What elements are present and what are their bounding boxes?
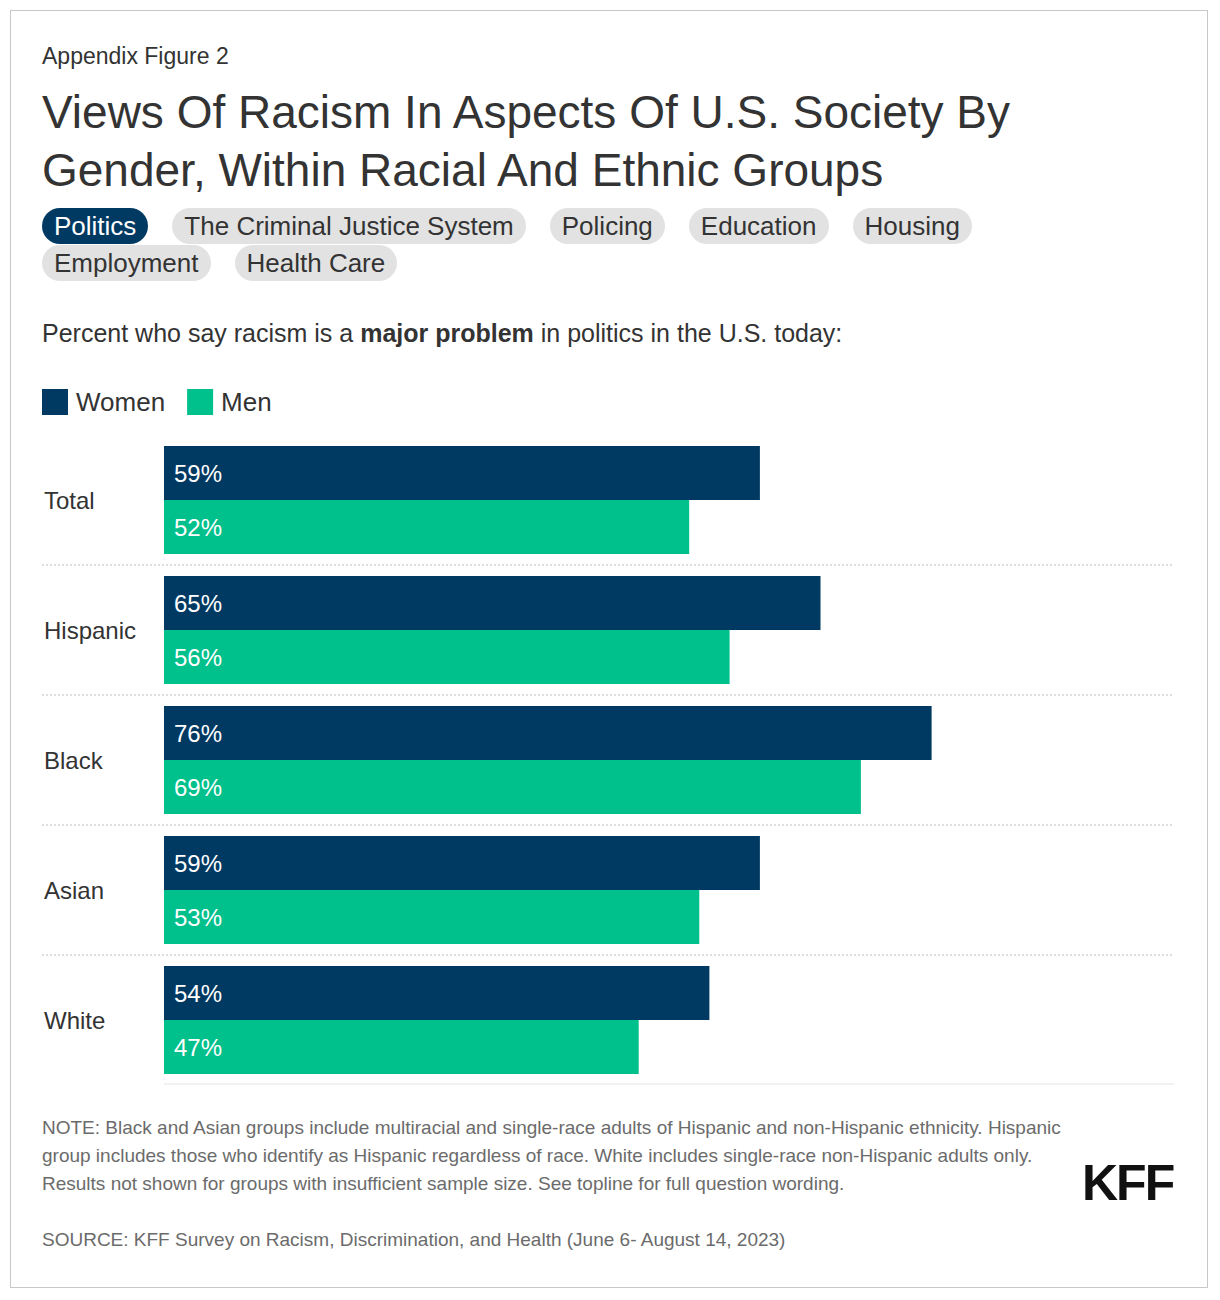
subtitle-part: Percent who say racism is a xyxy=(42,319,360,347)
bar xyxy=(164,630,730,684)
legend-label: Men xyxy=(221,387,272,417)
tab[interactable]: The Criminal Justice System xyxy=(172,208,525,244)
tab-bar: Politics The Criminal Justice System Polic… xyxy=(42,208,1042,281)
bar xyxy=(164,1020,639,1074)
tab[interactable]: Politics xyxy=(42,208,148,244)
bar xyxy=(164,706,932,760)
bar xyxy=(164,446,760,500)
subtitle: Percent who say racism is a major proble… xyxy=(42,319,842,348)
legend-swatch xyxy=(187,389,213,415)
group-separator xyxy=(42,695,1174,696)
bar xyxy=(164,966,709,1020)
group-separator xyxy=(42,825,1174,826)
legend: Women Men xyxy=(42,387,272,417)
data-label: 56% xyxy=(174,644,222,671)
legend-label: Women xyxy=(76,387,165,417)
category-label: Total xyxy=(44,487,95,514)
bar xyxy=(164,576,821,630)
data-label: 69% xyxy=(174,774,222,801)
tab[interactable]: Education xyxy=(689,208,829,244)
subtitle-part: major problem xyxy=(360,319,534,347)
category-label: Asian xyxy=(44,877,104,904)
logo: KFF xyxy=(1082,1154,1173,1212)
category-label: Hispanic xyxy=(44,617,136,644)
data-label: 52% xyxy=(174,514,222,541)
data-label: 65% xyxy=(174,590,222,617)
group-separator xyxy=(42,565,1174,566)
bar xyxy=(164,836,760,890)
figure-label: Appendix Figure 2 xyxy=(42,43,229,70)
data-label: 53% xyxy=(174,904,222,931)
title: Views Of Racism In Aspects Of U.S. Socie… xyxy=(42,83,1102,199)
data-labels: 59% 65% 76% 59% 54% 52% 56% 69% 53% 47% xyxy=(174,460,222,1061)
category-label: White xyxy=(44,1007,105,1034)
group-separator xyxy=(42,955,1174,956)
category-label: Black xyxy=(44,747,104,774)
data-label: 54% xyxy=(174,980,222,1007)
subtitle-part: in politics in the U.S. today: xyxy=(534,319,842,347)
data-label: 59% xyxy=(174,850,222,877)
data-label: 47% xyxy=(174,1034,222,1061)
legend-swatch xyxy=(42,389,68,415)
note: NOTE: Black and Asian groups include mul… xyxy=(42,1114,1082,1198)
legend-item: Women xyxy=(42,387,165,417)
data-label: 76% xyxy=(174,720,222,747)
bar xyxy=(164,500,689,554)
tab[interactable]: Housing xyxy=(853,208,972,244)
tab[interactable]: Health Care xyxy=(235,245,398,281)
tab[interactable]: Employment xyxy=(42,245,211,281)
source: SOURCE: KFF Survey on Racism, Discrimina… xyxy=(42,1229,785,1251)
legend-item: Men xyxy=(187,387,272,417)
bars xyxy=(164,446,932,1074)
tab[interactable]: Policing xyxy=(550,208,665,244)
bar xyxy=(164,890,699,944)
bar xyxy=(164,760,861,814)
data-label: 59% xyxy=(174,460,222,487)
value-axis-line xyxy=(164,1084,1174,1085)
